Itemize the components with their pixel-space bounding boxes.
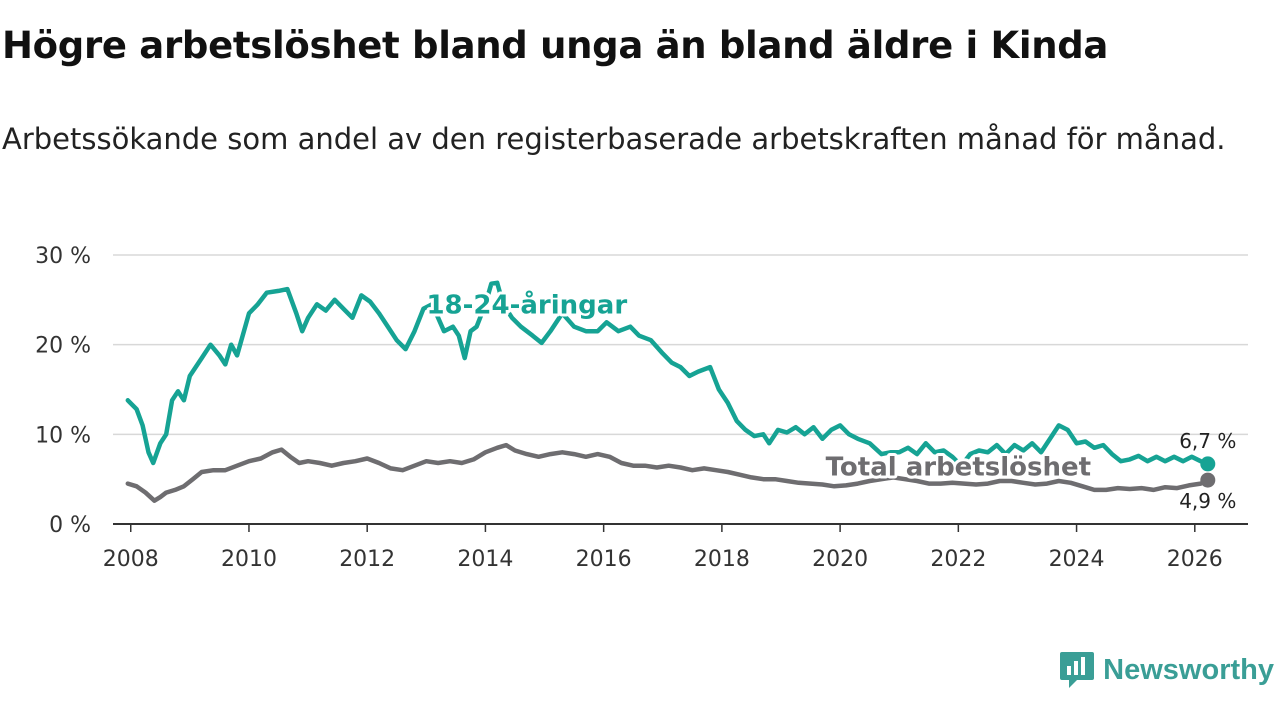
x-tick-label: 2010	[221, 547, 277, 572]
end-value-label-youth: 6,7 %	[1179, 429, 1236, 453]
brand-name: Newsworthy	[1103, 653, 1274, 686]
x-tick-label: 2016	[576, 547, 632, 572]
x-tick-label: 2014	[457, 547, 513, 572]
y-tick-label: 0 %	[49, 513, 91, 538]
end-point-total	[1200, 472, 1216, 488]
x-tick-label: 2018	[694, 547, 750, 572]
y-axis-ticks: 0 % 10 % 20 % 30 %	[35, 244, 91, 538]
end-point-youth	[1200, 456, 1216, 472]
x-tick-label: 2012	[339, 547, 395, 572]
end-markers: 6,7 % 4,9 %	[1179, 429, 1236, 513]
x-tick-label: 2026	[1167, 547, 1223, 572]
chart-subtitle: Arbetssökande som andel av den registerb…	[2, 122, 1226, 156]
x-axis: 2008 2010 2012 2014 2016 2018 2020 2022 2024 2026	[103, 523, 1248, 572]
series-line-total	[125, 442, 1211, 503]
x-tick-label: 2022	[930, 547, 986, 572]
y-tick-label: 10 %	[35, 423, 91, 448]
chart-title: Högre arbetslöshet bland unga än bland ä…	[2, 24, 1109, 67]
series-lines	[125, 280, 1211, 503]
series-label-total: Total arbetslöshet	[826, 453, 1091, 483]
brand-logo: Newsworthy	[1059, 650, 1274, 690]
y-tick-label: 20 %	[35, 334, 91, 359]
x-tick-label: 2020	[812, 547, 868, 572]
x-tick-label: 2024	[1049, 547, 1105, 572]
series-labels: 18-24-åringar Total arbetslöshet	[423, 285, 1094, 485]
series-label-youth: 18-24-åringar	[426, 288, 627, 320]
y-tick-label: 30 %	[35, 244, 91, 269]
gridlines	[113, 254, 1248, 436]
series-line-youth	[125, 280, 1211, 468]
end-value-label-total: 4,9 %	[1179, 489, 1236, 513]
x-tick-label: 2008	[103, 547, 159, 572]
newsworthy-logo-icon	[1060, 652, 1095, 688]
